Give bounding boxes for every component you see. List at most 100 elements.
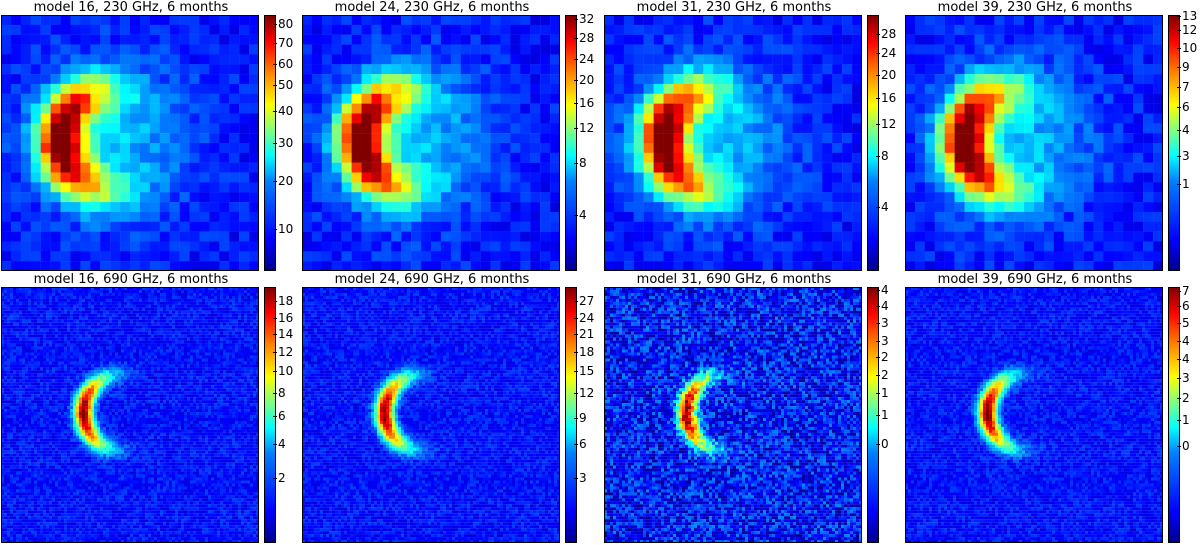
heatmap-cell — [151, 322, 155, 326]
heatmap-cell — [139, 352, 143, 356]
heatmap-cell — [954, 74, 965, 85]
heatmap-cell — [613, 54, 625, 65]
heatmap-cell — [209, 133, 220, 144]
heatmap-cell — [4, 287, 8, 291]
heatmap-cell — [46, 331, 50, 335]
heatmap-cell — [13, 298, 17, 302]
heatmap-cell — [421, 133, 432, 144]
heatmap-cell — [772, 231, 783, 242]
heatmap-cell — [371, 15, 382, 26]
heatmap-cell — [52, 310, 56, 314]
heatmap-cell — [530, 15, 541, 26]
heatmap-cell — [1, 292, 5, 296]
heatmap-cell — [934, 103, 945, 114]
heatmap-cell — [190, 287, 194, 291]
heatmap-cell — [842, 74, 853, 85]
heatmap-cell — [250, 304, 254, 308]
heatmap-cell — [249, 172, 259, 183]
heatmap-cell — [149, 162, 160, 173]
heatmap-cell — [1, 310, 5, 314]
heatmap-cell — [924, 152, 935, 163]
heatmap-cell — [43, 358, 47, 362]
heatmap-cell — [181, 328, 185, 332]
heatmap-cell — [127, 292, 131, 296]
heatmap-cell — [145, 328, 149, 332]
heatmap-cell — [163, 337, 167, 341]
heatmap-cell — [924, 44, 935, 55]
heatmap-cell — [321, 172, 332, 183]
heatmap-cell — [381, 54, 392, 65]
heatmap-cell — [205, 331, 209, 335]
heatmap-cell — [136, 313, 140, 317]
heatmap-cell — [812, 221, 823, 232]
heatmap-cell — [1024, 251, 1035, 262]
heatmap-cell — [106, 325, 110, 329]
heatmap-cell — [179, 261, 190, 271]
heatmap-cell — [151, 307, 155, 311]
heatmap-cell — [85, 346, 89, 350]
heatmap-cell — [106, 287, 110, 291]
heatmap-cell — [52, 343, 56, 347]
heatmap-cell — [25, 289, 29, 294]
heatmap-cell — [371, 251, 382, 262]
heatmap-cell — [55, 355, 59, 359]
heatmap-cell — [179, 34, 190, 45]
heatmap-cell — [1113, 113, 1124, 124]
heatmap-cell — [7, 346, 11, 350]
heatmap-cell — [118, 352, 122, 356]
heatmap-cell — [842, 54, 853, 65]
heatmap-cell — [130, 301, 134, 305]
heatmap-cell — [550, 74, 560, 85]
heatmap-cell — [189, 133, 200, 144]
heatmap-cell — [20, 54, 31, 65]
heatmap-cell — [115, 340, 119, 344]
heatmap-cell — [181, 316, 185, 320]
heatmap-cell — [229, 162, 240, 173]
heatmap-cell — [229, 307, 233, 311]
heatmap-cell — [229, 251, 240, 262]
heatmap-cell — [214, 337, 218, 341]
heatmap-cell — [802, 74, 813, 85]
heatmap-cell — [832, 93, 843, 104]
heatmap-cell — [91, 355, 95, 359]
heatmap-cell — [232, 346, 236, 350]
heatmap-cell — [480, 221, 491, 232]
heatmap-cell — [361, 231, 372, 242]
heatmap-cell — [169, 316, 173, 320]
heatmap-cell — [500, 162, 511, 173]
heatmap-cell — [311, 172, 323, 183]
heatmap-cell — [341, 261, 352, 271]
heatmap-cell — [1143, 113, 1154, 124]
heatmap-cell — [643, 182, 654, 193]
heatmap-cell — [1103, 24, 1114, 35]
heatmap-cell — [964, 251, 975, 262]
heatmap-cell — [31, 310, 35, 314]
heatmap-cell — [88, 361, 92, 365]
heatmap-cell — [1073, 34, 1084, 45]
heatmap-cell — [371, 192, 382, 203]
heatmap-cell — [1103, 202, 1114, 213]
heatmap-cell — [510, 34, 521, 45]
heatmap-cell — [112, 295, 116, 299]
heatmap-cell — [67, 358, 71, 362]
heatmap-cell — [311, 211, 323, 222]
heatmap-cell — [924, 211, 935, 222]
heatmap-cell — [500, 192, 511, 203]
heatmap-cell — [100, 310, 104, 314]
heatmap-cell — [160, 298, 164, 302]
heatmap-cell — [361, 152, 372, 163]
heatmap-cell — [76, 322, 80, 326]
heatmap-cell — [46, 301, 50, 305]
heatmap-cell — [1053, 192, 1064, 203]
heatmap-cell — [351, 152, 362, 163]
heatmap-cell — [70, 182, 81, 193]
heatmap-cell — [1024, 192, 1035, 203]
heatmap-cell — [450, 162, 461, 173]
colorbar-tick-label: 1 — [1177, 178, 1190, 190]
heatmap-cell — [752, 54, 763, 65]
heatmap-cell — [550, 123, 560, 134]
heatmap-cell — [30, 44, 41, 55]
heatmap-cell — [16, 361, 20, 365]
heatmap-cell — [136, 319, 140, 323]
heatmap-cell — [159, 113, 170, 124]
